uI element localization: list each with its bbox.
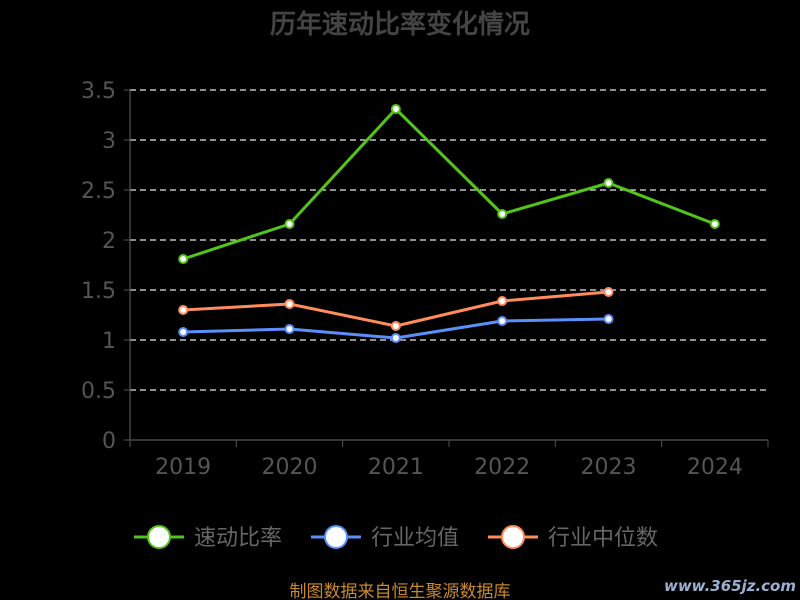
data-point[interactable]: [284, 299, 295, 309]
x-tick-label: 2019: [155, 455, 211, 480]
source-note: 制图数据来自恒生聚源数据库: [290, 582, 511, 600]
series-line-0: [182, 107, 716, 261]
data-point[interactable]: [709, 219, 720, 229]
data-point[interactable]: [390, 333, 401, 343]
watermark: www.365jz.com: [664, 577, 796, 595]
data-point[interactable]: [390, 321, 401, 331]
legend-item-1[interactable]: 行业均值: [311, 525, 459, 551]
data-point[interactable]: [603, 314, 614, 324]
y-tick-label: 1.5: [81, 279, 116, 304]
legend-item-0[interactable]: 速动比率: [134, 525, 282, 551]
chart-title: 历年速动比率变化情况: [270, 9, 530, 40]
x-tick-label: 2020: [262, 455, 318, 480]
y-tick-label: 3.5: [81, 79, 116, 104]
data-point[interactable]: [390, 104, 401, 114]
y-tick-label: 2.5: [81, 179, 116, 204]
legend-label: 速动比率: [194, 526, 282, 551]
data-point[interactable]: [284, 219, 295, 229]
data-point[interactable]: [603, 287, 614, 297]
legend-item-2[interactable]: 行业中位数: [488, 525, 658, 551]
y-tick-label: 2: [102, 229, 116, 254]
axes: [124, 89, 769, 447]
grid-lines: [130, 89, 768, 391]
legend-swatch-marker: [501, 525, 525, 549]
series-lines: [178, 104, 720, 343]
y-tick-label: 0: [102, 429, 116, 454]
x-tick-label: 2023: [581, 455, 637, 480]
x-tick-label: 2021: [368, 455, 424, 480]
legend-label: 行业中位数: [548, 526, 658, 551]
x-axis-ticks: 2019 2020 2021 2022 2023 2024: [155, 455, 743, 480]
y-tick-label: 3: [102, 129, 116, 154]
legend-label: 行业均值: [371, 526, 459, 551]
data-point[interactable]: [497, 209, 508, 219]
legend-swatch-marker: [324, 525, 348, 549]
data-point[interactable]: [178, 254, 189, 264]
y-tick-label: 1: [102, 329, 116, 354]
data-point[interactable]: [603, 178, 614, 188]
data-point[interactable]: [178, 327, 189, 337]
x-tick-label: 2022: [474, 455, 530, 480]
legend-swatch-marker: [147, 525, 171, 549]
data-point[interactable]: [178, 305, 189, 315]
y-axis-ticks: 0 0.5 1 1.5 2 2.5 3 3.5: [81, 79, 116, 454]
data-point[interactable]: [497, 316, 508, 326]
x-tick-label: 2024: [687, 455, 743, 480]
data-point[interactable]: [497, 296, 508, 306]
data-point[interactable]: [284, 324, 295, 334]
y-tick-label: 0.5: [81, 379, 116, 404]
legend: 速动比率 行业均值 行业中位数: [134, 525, 658, 551]
